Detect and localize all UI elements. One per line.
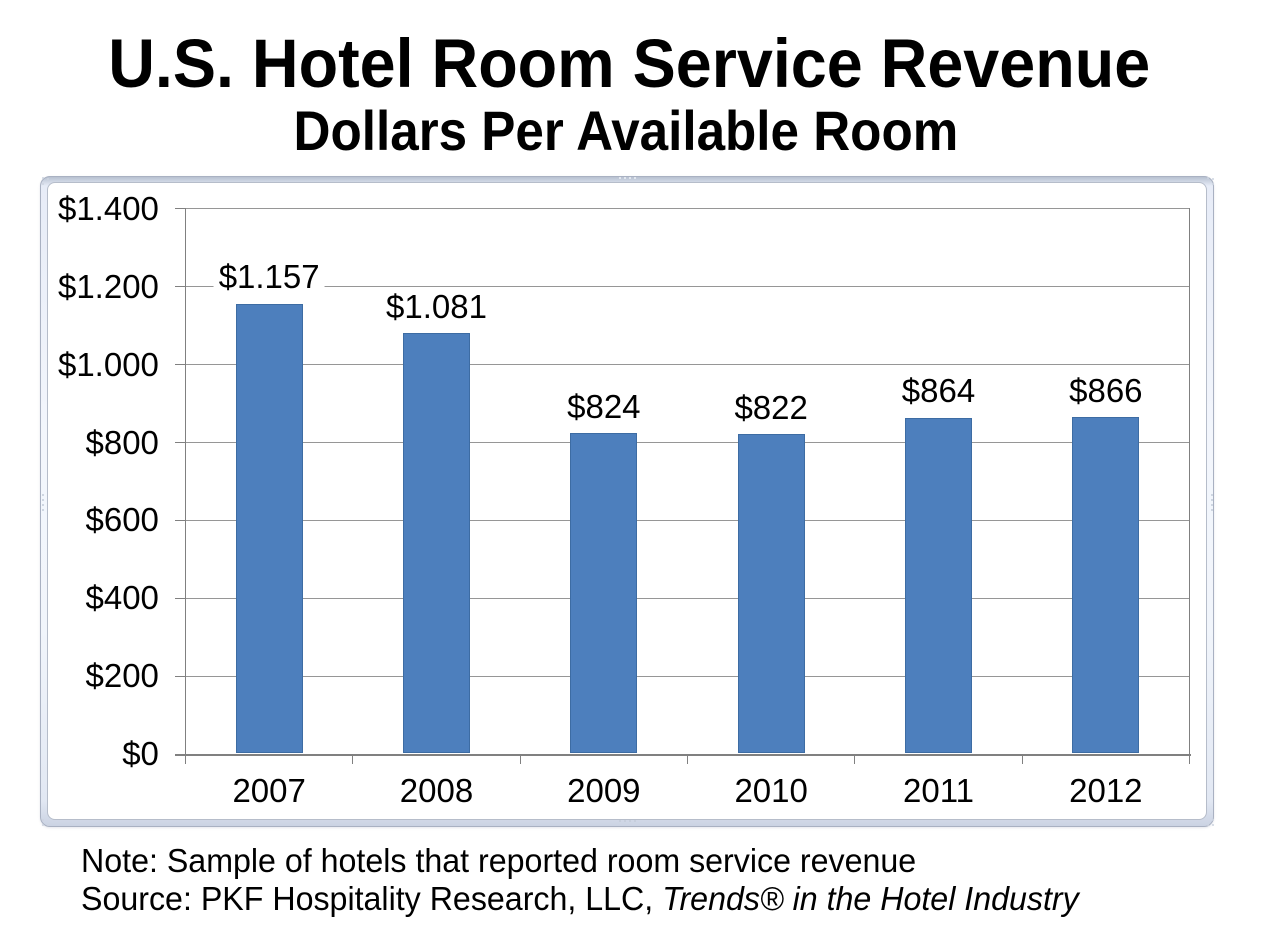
handle-dot [1210,503,1213,506]
handle-dot [634,176,637,179]
handle-dot [42,177,45,180]
handle-dot [42,819,45,822]
x-tick-mark [687,755,688,764]
gridline [185,208,1191,210]
bar-value-label: $866 [1064,373,1148,407]
y-axis-line [185,208,186,754]
bar [235,303,303,754]
handle-dot [46,178,49,180]
bar-value-label: $1.157 [213,260,325,294]
bar [905,417,972,754]
handle-dot [1210,498,1213,501]
x-axis-line [174,753,1191,756]
bar [737,434,805,754]
x-tick-mark [519,755,521,764]
y-tick-label: $800 [85,423,159,461]
handle-dot [1211,819,1214,822]
handle-dot [1207,824,1210,827]
handle-dot [1211,178,1214,180]
bar-value-label: $864 [896,374,981,408]
gridline [185,598,1191,600]
handle-dot [618,176,621,179]
source-line: Source: PKF Hospitality Research, LLC, T… [81,882,1079,915]
x-tick-mark [1021,755,1023,764]
bar-value-label: $824 [562,390,646,424]
x-tick-mark [185,755,186,764]
y-tick-label: $1.000 [57,345,159,383]
bar [403,333,470,754]
gridline [185,442,1191,444]
x-tick-mark [1189,755,1190,764]
chart-subtitle: Dollars Per Available Room [293,98,959,162]
chart-title: U.S. Hotel Room Service Revenue [108,25,1151,103]
bar [1072,416,1140,754]
handle-dot [628,820,631,823]
handle-dot [41,498,44,501]
gridline [185,676,1191,678]
gridline [185,364,1191,366]
bar-value-label: $1.081 [381,289,492,323]
handle-dot [42,824,45,827]
handle-dot [1210,493,1213,496]
handle-dot [1211,824,1214,827]
category-label: 2012 [1069,772,1143,810]
handle-dot [634,820,637,823]
handle-dot [41,503,44,506]
y-tick-mark [174,598,186,600]
gridline [185,286,1191,288]
handle-dot [41,509,44,512]
handle-dot [1211,183,1214,186]
y-tick-mark [174,442,186,444]
y-tick-label: $200 [85,657,159,695]
y-tick-label: $400 [85,579,159,617]
handle-dot [618,820,621,823]
gridline [185,520,1191,522]
y-tick-label: $1.400 [57,189,159,227]
handle-dot [1207,177,1210,180]
note-line: Note: Sample of hotels that reported roo… [80,841,917,879]
y-tick-mark [174,208,186,210]
plot-area-right-border [1189,208,1190,754]
handle-dot [628,176,631,179]
source-italic-text: Trends® in the Hotel Industry [662,879,1079,917]
x-tick-mark [854,755,856,764]
y-tick-mark [174,364,186,366]
category-label: 2007 [232,772,306,810]
y-tick-mark [174,676,186,678]
y-tick-label: $0 [122,735,159,773]
handle-dot [42,183,45,186]
handle-dot [47,824,49,827]
bar-value-label: $822 [729,390,813,424]
category-label: 2009 [567,772,641,810]
y-tick-mark [174,520,186,522]
source-text: Source: PKF Hospitality Research, LLC, [80,879,663,917]
x-tick-mark [352,755,354,764]
handle-dot [623,820,626,823]
category-label: 2008 [399,772,474,810]
bar [570,433,638,754]
y-tick-label: $600 [85,501,159,539]
handle-dot [623,176,626,179]
y-tick-mark [174,286,186,288]
category-label: 2011 [903,772,974,810]
handle-dot [1210,509,1213,512]
y-tick-label: $1.200 [57,267,159,305]
handle-dot [41,493,44,496]
category-label: 2010 [734,772,808,810]
